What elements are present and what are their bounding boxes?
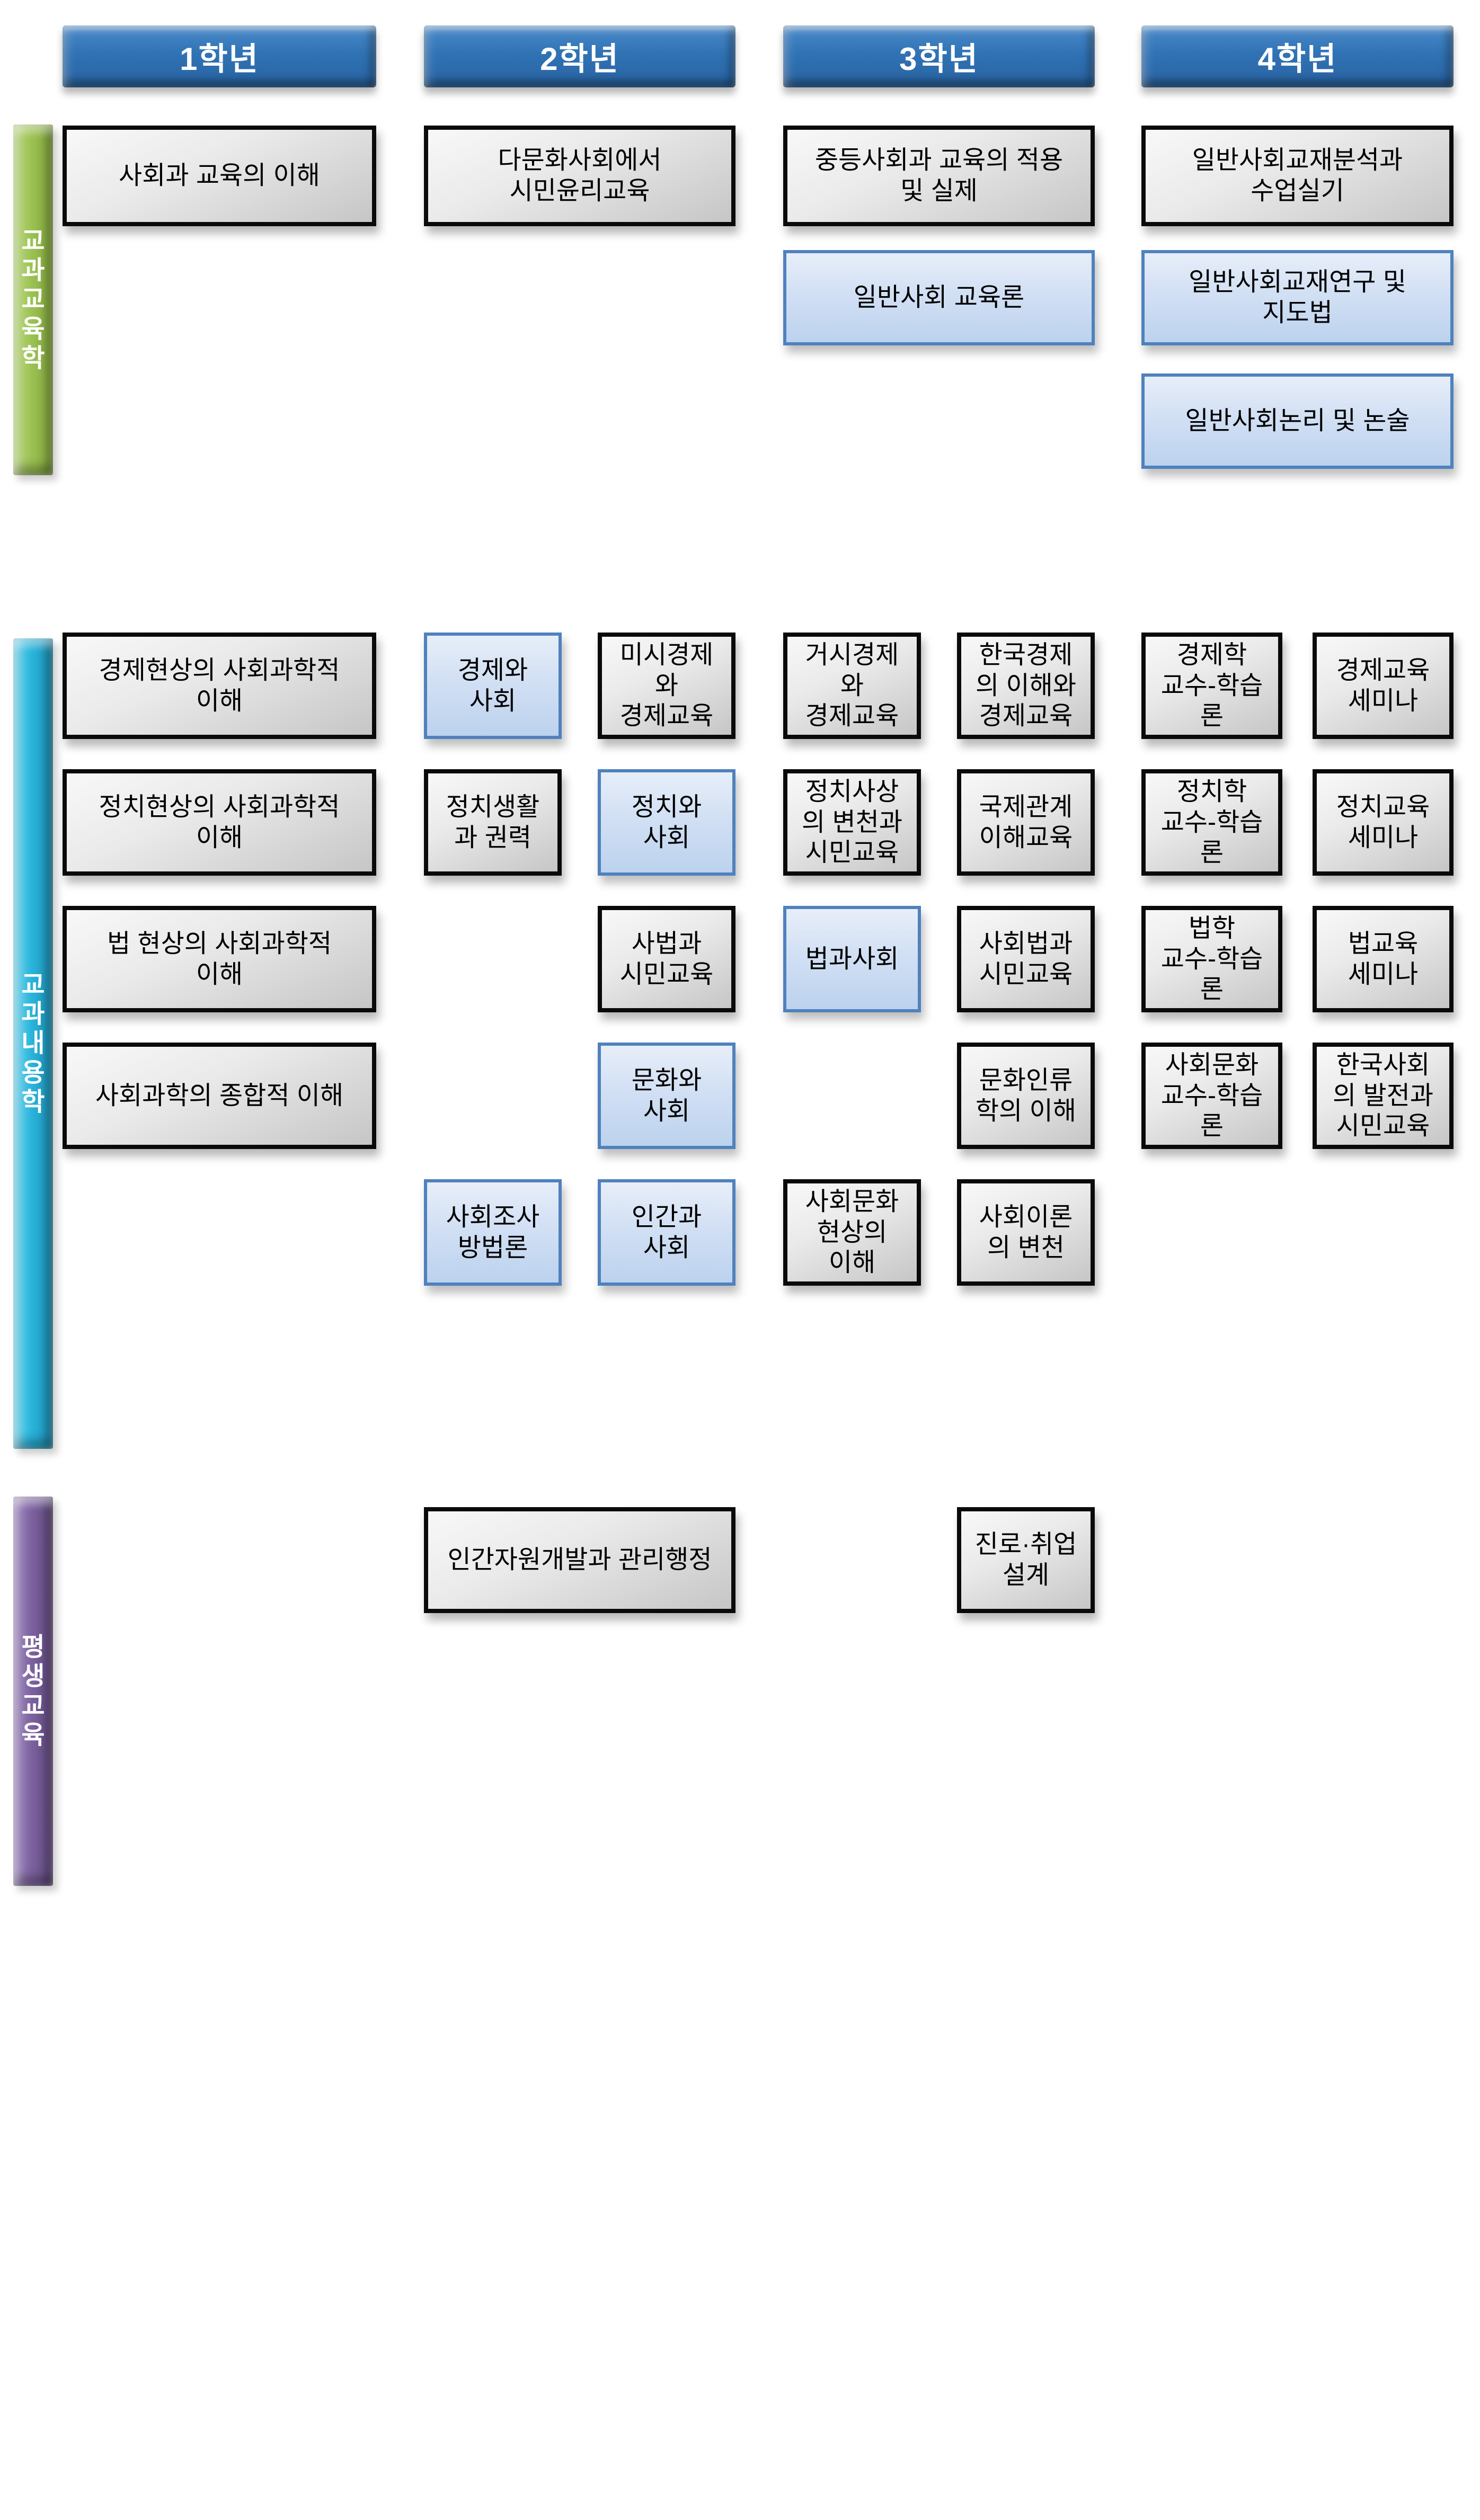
course-box: 진로·취업 설계	[957, 1507, 1095, 1613]
course-box: 일반사회교재분석과 수업실기	[1141, 126, 1454, 226]
course-box: 인간자원개발과 관리행정	[424, 1507, 735, 1613]
course-box: 사회문화 현상의 이해	[783, 1179, 921, 1286]
course-box: 사회과 교육의 이해	[63, 126, 376, 226]
course-box: 사회조사 방법론	[424, 1179, 562, 1286]
course-box: 미시경제 와 경제교육	[598, 633, 735, 739]
course-box: 문화와 사회	[598, 1043, 735, 1149]
course-box: 정치현상의 사회과학적 이해	[63, 769, 376, 876]
course-box: 정치와 사회	[598, 769, 735, 876]
course-box: 경제교육 세미나	[1313, 633, 1454, 739]
course-box: 정치생활 과 권력	[424, 769, 562, 876]
course-box: 일반사회 교육론	[783, 250, 1095, 345]
course-box: 경제와 사회	[424, 633, 562, 739]
course-box: 사회과학의 종합적 이해	[63, 1043, 376, 1149]
course-box: 경제학 교수-학습 론	[1141, 633, 1282, 739]
course-box: 사회문화 교수-학습 론	[1141, 1043, 1282, 1149]
course-box: 법교육 세미나	[1313, 906, 1454, 1012]
course-box: 일반사회교재연구 및 지도법	[1141, 250, 1454, 345]
course-box: 경제현상의 사회과학적 이해	[63, 633, 376, 739]
course-box: 법학 교수-학습 론	[1141, 906, 1282, 1012]
course-box: 다문화사회에서 시민윤리교육	[424, 126, 735, 226]
year-header-4: 4학년	[1141, 25, 1454, 87]
course-box: 정치교육 세미나	[1313, 769, 1454, 876]
course-box: 사법과 시민교육	[598, 906, 735, 1012]
course-box: 한국경제 의 이해와 경제교육	[957, 633, 1095, 739]
course-box: 일반사회논리 및 논술	[1141, 373, 1454, 469]
course-box: 거시경제 와 경제교육	[783, 633, 921, 739]
year-header-3: 3학년	[783, 25, 1095, 87]
year-header-1: 1학년	[63, 25, 376, 87]
course-box: 중등사회과 교육의 적용 및 실제	[783, 126, 1095, 226]
course-box: 정치학 교수-학습 론	[1141, 769, 1282, 876]
course-box: 법 현상의 사회과학적 이해	[63, 906, 376, 1012]
course-box: 문화인류 학의 이해	[957, 1043, 1095, 1149]
course-box: 한국사회 의 발전과 시민교육	[1313, 1043, 1454, 1149]
course-box: 법과사회	[783, 906, 921, 1012]
course-box: 국제관계 이해교육	[957, 769, 1095, 876]
course-box: 사회이론 의 변천	[957, 1179, 1095, 1286]
sidebar-category-subject-pedagogy: 교 과 교 육 학	[13, 124, 53, 475]
sidebar-category-subject-content: 교 과 내 용 학	[13, 638, 53, 1449]
course-box: 사회법과 시민교육	[957, 906, 1095, 1012]
course-box: 정치사상 의 변천과 시민교육	[783, 769, 921, 876]
sidebar-category-lifelong-education: 평 생 교 육	[13, 1497, 53, 1886]
year-header-2: 2학년	[424, 25, 735, 87]
course-box: 인간과 사회	[598, 1179, 735, 1286]
